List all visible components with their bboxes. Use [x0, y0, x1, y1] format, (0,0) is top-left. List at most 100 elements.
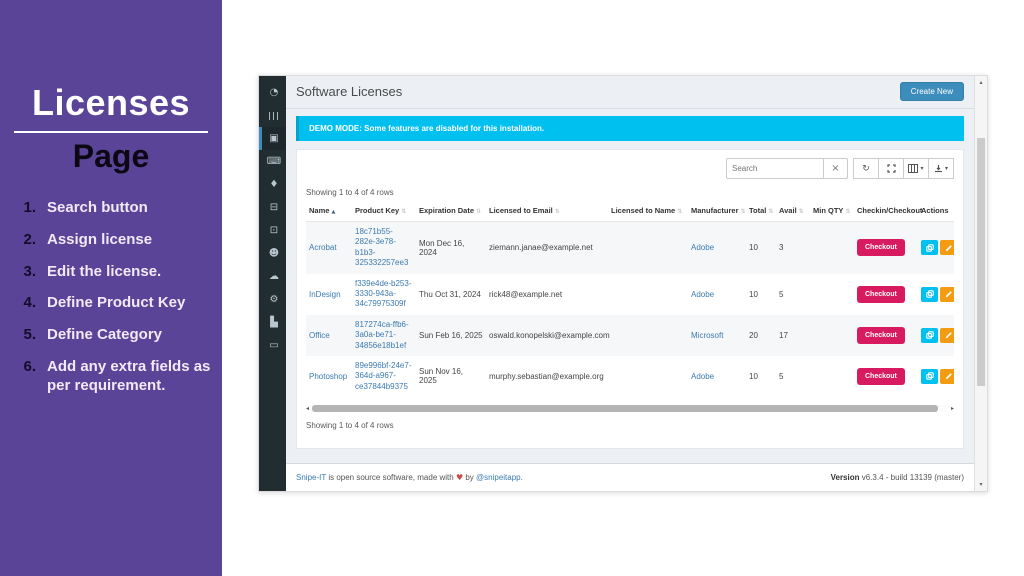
scroll-up-arrow[interactable]: ▴ — [979, 79, 983, 86]
product-key-link[interactable]: f339e4de-b253-3330-943a-34c79975309f — [355, 278, 412, 309]
sidebar-item-labels[interactable]: ▭ — [259, 334, 286, 357]
sidebar-item-people[interactable]: ☻ — [259, 242, 286, 265]
sidebar-item-kits[interactable]: ⊡ — [259, 219, 286, 242]
checkout-button[interactable]: Checkout — [857, 326, 905, 344]
manufacturer-link[interactable]: Adobe — [691, 243, 715, 253]
horizontal-scrollbar: ◂ ▸ — [306, 405, 954, 413]
sort-icon: ⇅ — [476, 208, 482, 215]
showing-rows-text-top: Showing 1 to 4 of 4 rows — [306, 188, 394, 197]
list-item: 3. Edit the license. — [12, 263, 214, 282]
license-name-link[interactable]: InDesign — [309, 289, 341, 299]
edit-button[interactable] — [940, 286, 954, 302]
col-header-total[interactable]: Total ⇅ — [746, 200, 776, 222]
pencil-icon — [945, 291, 952, 298]
hdd-icon: ⊟ — [269, 202, 279, 213]
clone-icon — [925, 244, 934, 252]
columns-dropdown-button[interactable]: ▾ — [903, 158, 929, 179]
cell-avail: 5 — [779, 289, 784, 299]
license-name-link[interactable]: Office — [309, 330, 330, 340]
checkout-button[interactable]: Checkout — [857, 285, 905, 303]
col-header-product-key[interactable]: Product Key ⇅ — [352, 200, 416, 222]
vscroll-thumb[interactable] — [977, 138, 985, 386]
clone-button[interactable] — [921, 327, 938, 343]
checkout-button[interactable]: Checkout — [857, 239, 905, 257]
close-icon: × — [831, 163, 840, 174]
sidebar-item-settings[interactable]: ⚙ — [259, 288, 286, 311]
col-header-licensed-to-email[interactable]: Licensed to Email ⇅ — [486, 200, 608, 222]
users-icon: ☻ — [268, 248, 280, 259]
slide-bullet-list: 1. Search button 2. Assign license 3. Ed… — [0, 199, 222, 395]
sidebar-item-assets[interactable]: ||| — [259, 104, 286, 127]
sort-icon: ⇅ — [677, 208, 683, 215]
edit-button[interactable] — [940, 368, 954, 384]
cell-total: 20 — [749, 330, 758, 340]
row-actions — [921, 240, 954, 256]
sidebar-item-consumables[interactable]: ♦ — [259, 173, 286, 196]
product-key-link[interactable]: 89e996bf-24e7-364d-a967-ce37844b9375 — [355, 360, 412, 391]
sidebar-item-dashboard[interactable]: ◔ — [259, 81, 286, 104]
licenses-table: Name ▲ Product Key ⇅ Expiration Date ⇅ Lice… — [306, 200, 954, 397]
scroll-right-arrow[interactable]: ▸ — [950, 405, 954, 413]
col-header-avail[interactable]: Avail ⇅ — [776, 200, 810, 222]
page-header: Software Licenses Create New — [286, 76, 974, 109]
clone-button[interactable] — [921, 286, 938, 302]
license-name-link[interactable]: Photoshop — [309, 371, 348, 381]
sidebar-item-licenses[interactable]: ▣ — [259, 127, 286, 150]
col-header-manufacturer[interactable]: Manufacturer ⇅ — [688, 200, 746, 222]
slide-title-licenses: Licenses — [31, 82, 191, 123]
image-icon: ⊡ — [269, 225, 279, 236]
search-input[interactable] — [726, 158, 824, 179]
col-header-licensed-to-name[interactable]: Licensed to Name ⇅ — [608, 200, 688, 222]
checkout-button[interactable]: Checkout — [857, 367, 905, 385]
edit-button[interactable] — [940, 240, 954, 256]
table-row: InDesign f339e4de-b253-3330-943a-34c7997… — [306, 274, 954, 315]
manufacturer-link[interactable]: Adobe — [691, 289, 715, 299]
clone-button[interactable] — [921, 368, 938, 384]
page-title: Software Licenses — [296, 84, 403, 99]
cell-avail: 17 — [779, 330, 788, 340]
title-underline — [14, 131, 208, 133]
sidebar-item-accessories[interactable]: ⌨ — [259, 150, 286, 173]
snipeitapp-link[interactable]: @snipeitapp — [476, 473, 521, 482]
heart-icon: ♥ — [455, 473, 464, 482]
snipeit-link[interactable]: Snipe-IT — [296, 473, 327, 482]
cell-min-qty — [810, 274, 854, 315]
hscroll-thumb[interactable] — [312, 405, 939, 413]
search-group: × — [726, 158, 848, 179]
hscroll-track[interactable] — [312, 405, 948, 413]
vertical-scrollbar[interactable]: ▴ ▾ — [974, 76, 987, 491]
col-header-name[interactable]: Name ▲ — [306, 200, 352, 222]
cell-email: murphy.sebastian@example.org — [489, 371, 604, 381]
export-dropdown-button[interactable]: ▾ — [928, 158, 954, 179]
table-panel: × ↻ ▾ ▾ Showing 1 to — [296, 149, 964, 449]
sort-icon: ⇅ — [845, 208, 851, 215]
sidebar-item-import[interactable]: ☁ — [259, 265, 286, 288]
scroll-down-arrow[interactable]: ▾ — [979, 481, 983, 488]
license-name-link[interactable]: Acrobat — [309, 243, 337, 253]
fullscreen-button[interactable] — [878, 158, 904, 179]
scroll-left-arrow[interactable]: ◂ — [306, 405, 310, 413]
list-item-number: 2. — [23, 230, 36, 248]
col-header-min-qty[interactable]: Min QTY ⇅ — [810, 200, 854, 222]
manufacturer-link[interactable]: Adobe — [691, 371, 715, 381]
manufacturer-link[interactable]: Microsoft — [691, 330, 724, 340]
sort-icon: ⇅ — [798, 208, 804, 215]
sidebar-item-reports[interactable]: ▙ — [259, 311, 286, 334]
clone-icon — [925, 290, 934, 298]
footer-credits: Snipe-IT is open source software, made w… — [296, 473, 523, 482]
chevron-down-icon: ▾ — [920, 165, 924, 172]
clear-search-button[interactable]: × — [824, 158, 848, 179]
clone-button[interactable] — [921, 240, 938, 256]
col-header-expiration-date[interactable]: Expiration Date ⇅ — [416, 200, 486, 222]
product-key-link[interactable]: 18c71b55-282e-3e78-b1b3-325332257ee3 — [355, 227, 409, 268]
sidebar-item-components[interactable]: ⊟ — [259, 196, 286, 219]
create-new-button[interactable]: Create New — [899, 82, 964, 101]
list-item-text: Assign license — [47, 230, 153, 248]
product-key-link[interactable]: 817274ca-ffb6-3a0a-be71-34856e18b1ef — [355, 319, 409, 350]
edit-button[interactable] — [940, 327, 954, 343]
table-header-row: Name ▲ Product Key ⇅ Expiration Date ⇅ Lice… — [306, 200, 954, 222]
list-item: 5. Define Category — [12, 326, 214, 345]
cell-total: 10 — [749, 289, 758, 299]
refresh-button[interactable]: ↻ — [853, 158, 879, 179]
list-item-number: 4. — [23, 294, 36, 312]
